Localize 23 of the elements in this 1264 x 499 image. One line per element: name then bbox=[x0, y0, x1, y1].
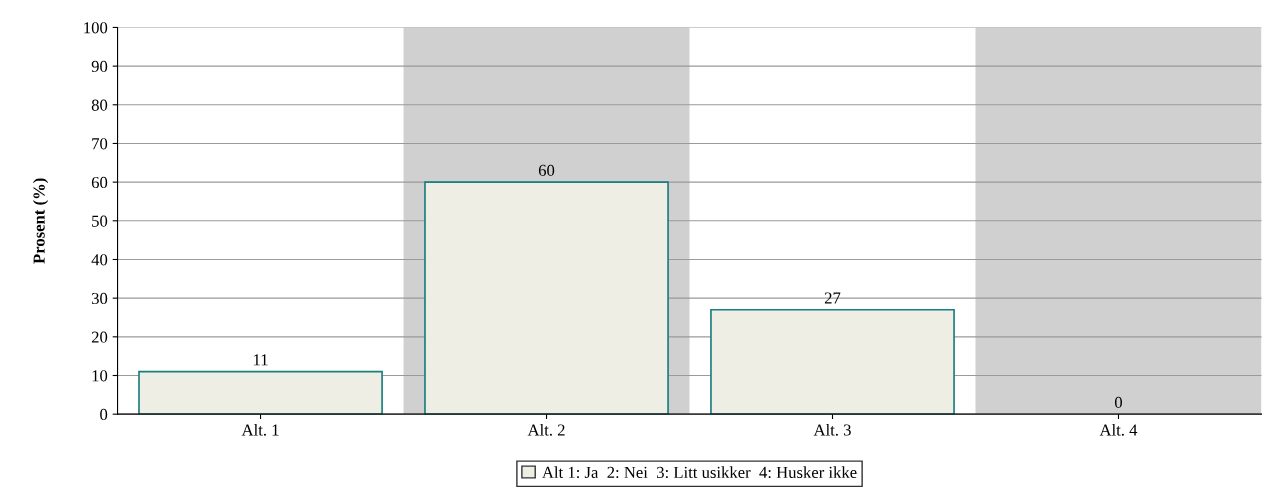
y-tick-label: 70 bbox=[92, 138, 108, 150]
x-tick-label: Alt. 3 bbox=[813, 423, 851, 436]
y-tick-label: 80 bbox=[91, 99, 108, 111]
data-label: 27 bbox=[824, 292, 841, 304]
y-tick-label: 30 bbox=[91, 292, 108, 305]
data-label: 0 bbox=[1114, 396, 1123, 409]
x-tick-label: Alt. 1 bbox=[241, 423, 279, 436]
x-tick-label: Alt. 2 bbox=[527, 423, 565, 436]
x-tick-label: Alt. 4 bbox=[1099, 423, 1138, 436]
y-tick-label: 90 bbox=[91, 60, 108, 73]
y-tick-label: 40 bbox=[91, 254, 108, 266]
y-tick-label: 100 bbox=[84, 22, 108, 34]
data-label: 11 bbox=[253, 354, 268, 366]
bar bbox=[138, 370, 383, 415]
data-label: 60 bbox=[538, 164, 555, 176]
y-tick-label: 0 bbox=[100, 408, 108, 421]
y-axis-title: Prosent (%) bbox=[32, 178, 49, 264]
bar bbox=[710, 308, 955, 415]
y-tick-label: 50 bbox=[92, 215, 108, 227]
y-tick-label: 10 bbox=[92, 370, 108, 382]
y-tick-label: 60 bbox=[91, 176, 108, 189]
legend-label: Alt 1: Ja 2: Nei 3: Litt usikker 4: Husker ikke bbox=[542, 466, 857, 479]
y-tick-label: 20 bbox=[91, 331, 108, 343]
